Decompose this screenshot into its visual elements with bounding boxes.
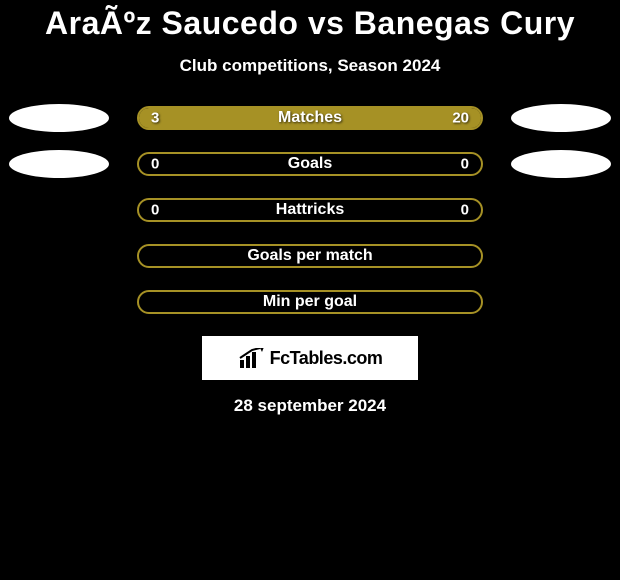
stat-value-right: 20 [452, 110, 469, 127]
stat-label: Goals [288, 155, 332, 173]
stat-value-left: 0 [151, 156, 159, 173]
logo-text: FcTables.com [270, 348, 383, 369]
stat-value-right: 0 [461, 156, 469, 173]
stat-label: Matches [278, 109, 342, 127]
stat-label: Min per goal [263, 293, 357, 311]
source-logo: FcTables.com [202, 336, 418, 380]
stats-row: 0 0 Goals [0, 152, 620, 176]
stat-value-left: 3 [151, 110, 159, 127]
stats-row: 3 20 Matches [0, 106, 620, 130]
page-title: AraÃºz Saucedo vs Banegas Cury [0, 5, 620, 42]
team-badge-right [511, 150, 611, 178]
bar-fill-left [139, 108, 183, 128]
stat-bar: Min per goal [137, 290, 483, 314]
chart-icon [238, 348, 264, 368]
stat-bar: 0 0 Hattricks [137, 198, 483, 222]
stat-bar: Goals per match [137, 244, 483, 268]
comparison-card: AraÃºz Saucedo vs Banegas Cury Club comp… [0, 0, 620, 416]
stats-container: 3 20 Matches 0 0 Goals 0 0 Hattricks Goals per ma… [0, 106, 620, 314]
team-badge-left [9, 150, 109, 178]
stats-row: 0 0 Hattricks [0, 198, 620, 222]
team-badge-left [9, 104, 109, 132]
stats-row: Goals per match [0, 244, 620, 268]
stat-label: Hattricks [276, 201, 344, 219]
stat-bar: 3 20 Matches [137, 106, 483, 130]
stat-bar: 0 0 Goals [137, 152, 483, 176]
date-text: 28 september 2024 [0, 396, 620, 416]
stat-value-left: 0 [151, 202, 159, 219]
stat-value-right: 0 [461, 202, 469, 219]
subtitle: Club competitions, Season 2024 [0, 56, 620, 76]
team-badge-right [511, 104, 611, 132]
stats-row: Min per goal [0, 290, 620, 314]
stat-label: Goals per match [247, 247, 372, 265]
